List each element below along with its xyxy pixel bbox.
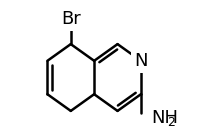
Text: Br: Br bbox=[61, 10, 81, 28]
Text: 2: 2 bbox=[167, 116, 175, 129]
Text: NH: NH bbox=[151, 109, 178, 127]
Text: N: N bbox=[134, 52, 148, 70]
